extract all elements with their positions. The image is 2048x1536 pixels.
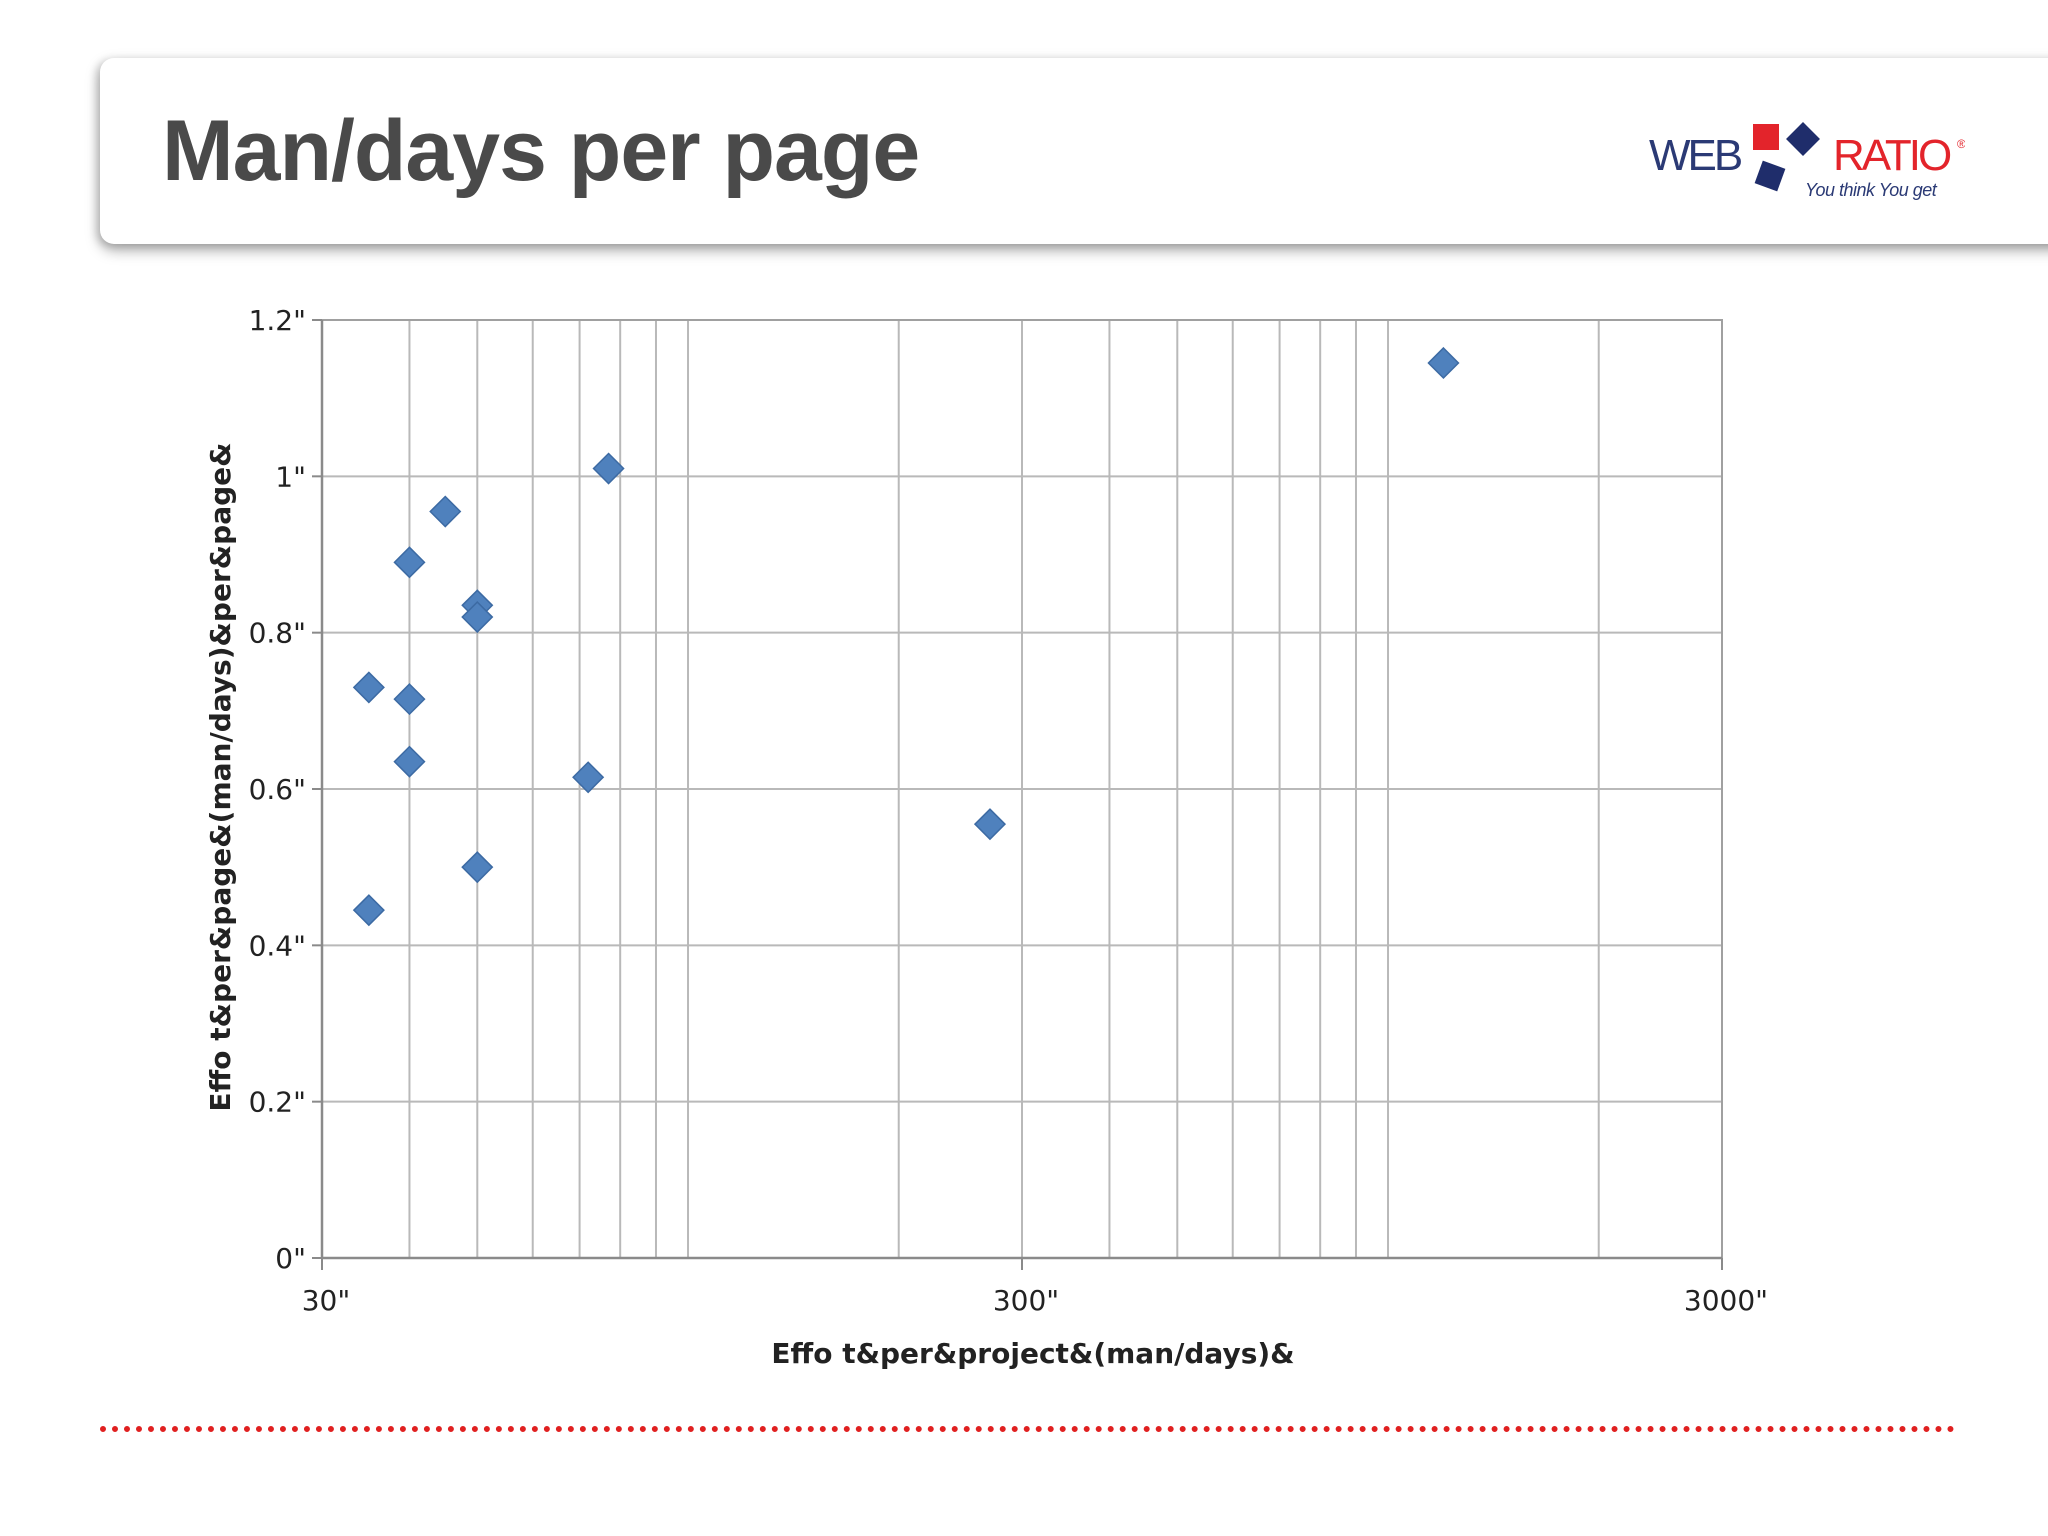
data-point (393, 745, 426, 778)
data-point (1427, 346, 1460, 380)
data-point (461, 600, 494, 634)
data-point (572, 761, 605, 794)
y-tick-label: 0.8" (249, 617, 306, 650)
logo-navy-tile (1754, 160, 1786, 192)
data-point (393, 683, 426, 716)
y-tick-label: 0.6" (249, 773, 306, 806)
y-tick-label: 0" (275, 1242, 306, 1275)
y-tick-label: 1.2" (249, 304, 306, 337)
x-tick-label: 30" (302, 1284, 351, 1317)
chart-axes (312, 319, 1723, 1270)
y-tick-label: 0.2" (249, 1086, 306, 1119)
data-point (461, 851, 494, 884)
y-axis-label: Effo t&per&page&(man/days)&per&page& (204, 442, 237, 1111)
footer-divider (100, 1426, 1955, 1432)
logo-tagline: You think You get (1805, 180, 1938, 200)
chart-gridlines (321, 319, 1723, 1259)
data-point (352, 894, 385, 927)
data-point (973, 808, 1007, 841)
y-tick-label: 0.4" (249, 929, 306, 962)
data-point (429, 495, 462, 528)
x-tick-label: 300" (993, 1284, 1059, 1317)
data-point (352, 671, 385, 704)
slide-title: Man/days per page (162, 103, 920, 199)
y-tick-label: 1" (275, 460, 306, 493)
x-axis-label: Effo t&per&project&(man/days)& (771, 1337, 1294, 1370)
chart-tick-labels: 0" 0.2" 0.4" 0.6" 0.8" 1" 1.2" 30" 300" 3000" (249, 304, 1768, 1317)
logo-word-ratio: RATIO (1833, 131, 1951, 180)
logo-navy-diamond (1786, 122, 1820, 156)
data-point (393, 546, 426, 579)
logo-red-square (1753, 124, 1779, 150)
chart-points (352, 346, 1460, 927)
logo-word-web: WEB (1649, 131, 1742, 180)
x-tick-label: 3000" (1684, 1284, 1768, 1317)
title-bar (100, 58, 2048, 244)
webratio-logo: WEB RATIO ® You think You get (1649, 122, 1965, 200)
data-point (592, 452, 625, 485)
logo-registered-mark: ® (1957, 137, 1965, 151)
